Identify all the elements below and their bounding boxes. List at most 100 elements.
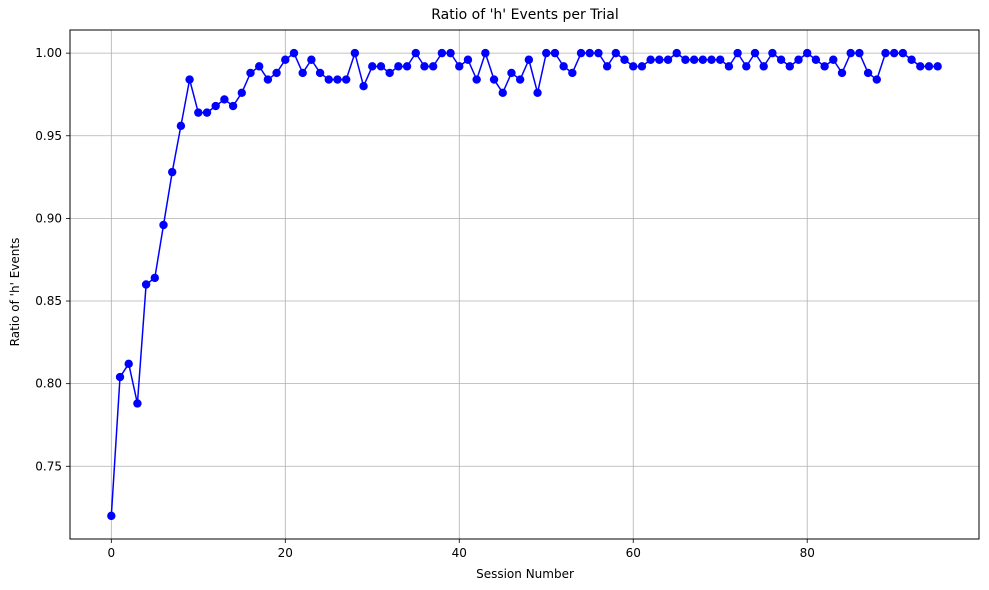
data-point xyxy=(385,68,394,78)
x-tick-label: 80 xyxy=(800,546,815,560)
y-tick-label: 1.00 xyxy=(35,46,62,60)
data-point xyxy=(411,48,420,58)
data-point xyxy=(916,62,925,71)
data-point xyxy=(298,68,307,78)
axes xyxy=(69,29,980,540)
data-point xyxy=(707,55,716,64)
data-point xyxy=(837,68,847,78)
data-point xyxy=(272,68,281,78)
data-point xyxy=(333,75,342,84)
data-point xyxy=(594,48,603,58)
data-point xyxy=(211,101,220,111)
data-point xyxy=(281,55,290,64)
data-point xyxy=(898,48,908,58)
data-point xyxy=(811,55,821,64)
x-axis-ticks: 0 20 40 60 80 xyxy=(107,539,815,560)
data-point xyxy=(507,68,516,78)
data-point xyxy=(185,75,194,84)
data-point xyxy=(672,48,681,58)
data-point xyxy=(681,55,690,64)
data-point xyxy=(698,55,708,64)
data-point xyxy=(133,399,142,408)
data-point xyxy=(324,75,333,84)
data-point xyxy=(724,62,734,71)
data-point xyxy=(620,55,629,64)
data-point xyxy=(637,62,647,71)
data-point xyxy=(107,511,116,521)
data-point xyxy=(689,55,699,64)
data-point xyxy=(350,48,360,58)
data-point xyxy=(803,48,812,58)
data-point xyxy=(542,48,551,58)
data-point xyxy=(750,48,760,58)
data-point xyxy=(368,62,377,71)
data-point xyxy=(341,75,351,84)
data-point xyxy=(663,55,673,64)
data-point xyxy=(446,48,455,58)
x-tick-label: 60 xyxy=(626,546,641,560)
data-point xyxy=(863,68,873,78)
data-point xyxy=(176,121,186,131)
data-point xyxy=(794,55,803,64)
y-tick-label: 0.95 xyxy=(35,129,62,143)
data-point xyxy=(489,75,499,84)
y-tick-label: 0.85 xyxy=(35,294,62,308)
y-axis-ticks: 0.75 0.80 0.85 0.90 0.95 1.00 xyxy=(35,46,70,473)
data-point xyxy=(907,55,916,64)
data-point xyxy=(437,48,447,58)
data-point xyxy=(168,167,177,177)
data-series xyxy=(107,48,942,521)
data-point xyxy=(733,48,742,58)
data-point xyxy=(150,273,160,283)
data-point xyxy=(376,62,386,71)
data-point xyxy=(141,280,151,289)
data-point xyxy=(524,55,534,64)
data-point xyxy=(307,55,316,64)
data-point xyxy=(611,48,621,58)
plot-frame xyxy=(69,29,980,540)
data-point xyxy=(568,68,577,78)
data-point xyxy=(472,75,481,84)
data-point xyxy=(881,48,890,58)
data-point xyxy=(933,62,942,71)
data-point xyxy=(246,68,255,78)
data-point xyxy=(228,101,238,111)
data-point xyxy=(220,95,229,104)
data-point xyxy=(585,48,594,58)
data-point xyxy=(289,48,299,58)
series-line xyxy=(110,52,938,516)
grid-lines xyxy=(70,30,979,539)
data-point xyxy=(533,88,542,97)
data-point xyxy=(124,359,133,369)
data-point xyxy=(889,48,899,58)
data-point xyxy=(629,62,638,71)
data-point xyxy=(402,62,412,71)
y-tick-label: 0.80 xyxy=(35,377,62,391)
x-tick-label: 40 xyxy=(452,546,467,560)
x-tick-label: 20 xyxy=(278,546,293,560)
data-point xyxy=(515,75,525,84)
data-point xyxy=(463,55,473,64)
y-axis-label: Ratio of 'h' Events xyxy=(8,238,22,347)
data-point xyxy=(768,48,777,58)
data-point xyxy=(455,62,464,71)
data-point xyxy=(776,55,786,64)
data-point xyxy=(716,55,725,64)
data-point xyxy=(202,108,212,117)
data-point xyxy=(742,62,751,71)
data-point xyxy=(428,62,438,71)
data-point xyxy=(872,75,881,84)
x-axis-label: Session Number xyxy=(476,567,574,581)
data-point xyxy=(759,62,768,71)
data-point xyxy=(194,108,203,117)
data-point xyxy=(359,81,368,91)
data-point xyxy=(498,88,507,97)
data-point xyxy=(655,55,664,64)
data-point xyxy=(315,68,325,78)
data-point xyxy=(924,62,934,71)
data-point xyxy=(855,48,864,58)
data-point xyxy=(394,62,403,71)
data-point xyxy=(846,48,855,58)
data-point xyxy=(254,62,264,71)
